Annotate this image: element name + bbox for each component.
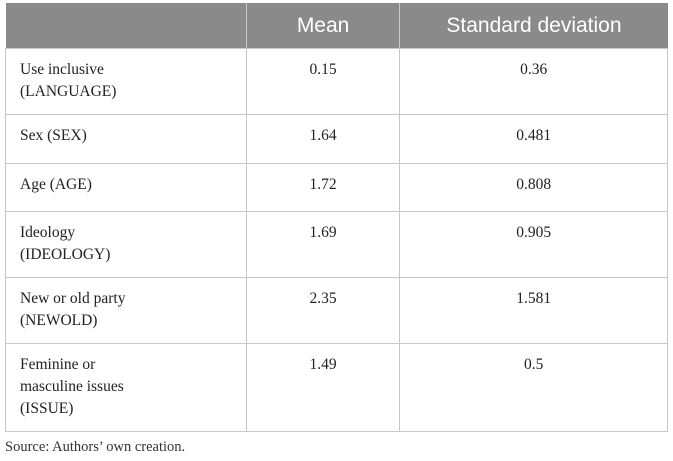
value-cell: 0.905: [399, 211, 668, 278]
value-cell: 1.49: [245, 343, 401, 432]
value-cell: 0.36: [399, 48, 668, 115]
value-cell: 0.15: [245, 48, 401, 115]
value-cell: 1.64: [245, 114, 401, 164]
table-row: Age (AGE) 1.72 0.808: [5, 163, 668, 212]
header-cell: [5, 3, 247, 49]
row-label: Feminine or masculine issues (ISSUE): [5, 343, 247, 432]
value-cell: 1.69: [245, 211, 401, 278]
table-row: Use inclusive (LANGUAGE) 0.15 0.36: [5, 48, 668, 115]
header-cell: Mean: [246, 3, 401, 49]
value-cell: 0.481: [399, 114, 668, 164]
footnote: Source: Authors’ own creation.: [5, 439, 186, 455]
table-body: Use inclusive (LANGUAGE) 0.15 0.36 Sex (SEX…: [5, 48, 668, 432]
value-cell: 1.581: [399, 277, 668, 344]
value-cell: 2.35: [245, 277, 401, 344]
value-cell: 0.5: [399, 343, 668, 432]
row-label: New or old party (NEWOLD): [5, 277, 247, 344]
table-row: Sex (SEX) 1.64 0.481: [5, 114, 668, 164]
data-table: Mean Standard deviation Use inclusive (L…: [5, 3, 668, 432]
row-label: Sex (SEX): [5, 114, 247, 164]
table-row: New or old party (NEWOLD) 2.35 1.581: [5, 277, 668, 344]
row-label: Age (AGE): [5, 163, 247, 212]
header-cell: Standard deviation: [399, 3, 668, 49]
value-cell: 0.808: [399, 163, 668, 212]
table-row: Feminine or masculine issues (ISSUE) 1.49…: [5, 343, 668, 432]
table-row: Ideology (IDEOLOGY) 1.69 0.905: [5, 211, 668, 278]
value-cell: 1.72: [245, 163, 401, 212]
row-label: Ideology (IDEOLOGY): [5, 211, 247, 278]
header-row: Mean Standard deviation: [5, 3, 668, 49]
row-label: Use inclusive (LANGUAGE): [5, 48, 247, 115]
